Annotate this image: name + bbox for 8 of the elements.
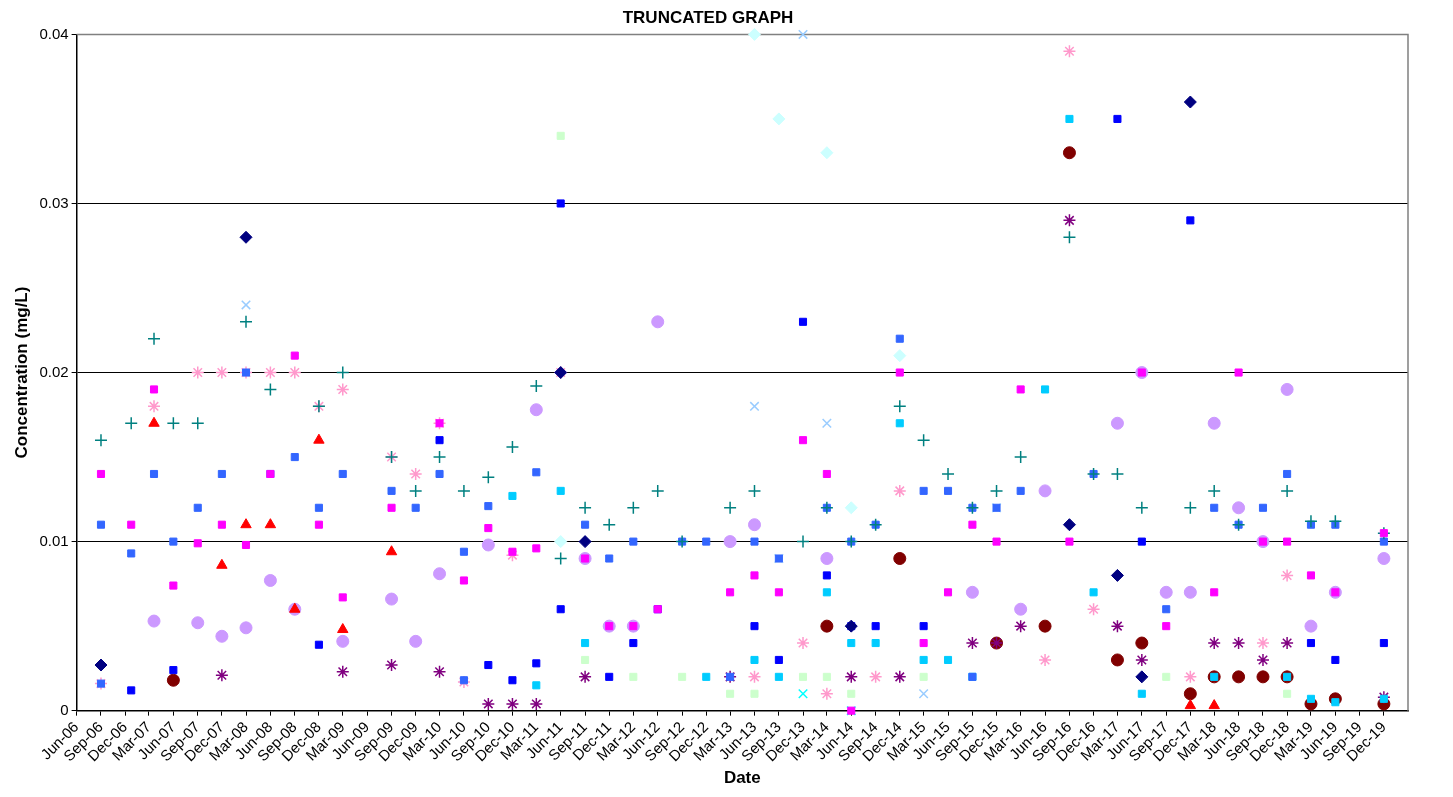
y-tick-label: 0.02 — [39, 362, 69, 380]
chart-title: TRUNCATED GRAPH — [622, 7, 794, 27]
y-tick-label: 0.01 — [39, 531, 69, 549]
y-tick-label: 0 — [60, 700, 69, 718]
y-tick-label: 0.04 — [39, 24, 69, 42]
y-tick-label: 0.03 — [39, 193, 69, 211]
y-axis-title: Concentration (mg/L) — [11, 286, 31, 459]
x-axis-title: Date — [723, 768, 761, 788]
